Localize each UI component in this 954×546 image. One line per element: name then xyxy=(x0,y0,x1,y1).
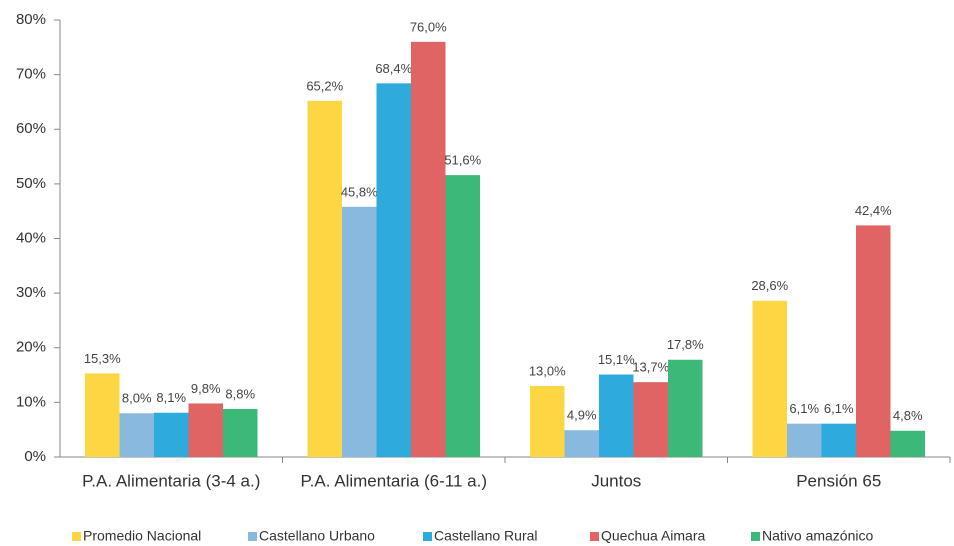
bar xyxy=(188,403,223,457)
legend-label: Quechua Aimara xyxy=(601,528,705,544)
bar xyxy=(530,385,565,457)
y-tick-label: 10% xyxy=(16,393,46,410)
data-label: 13,0% xyxy=(529,363,566,378)
bar xyxy=(564,430,599,457)
data-label: 42,4% xyxy=(855,203,892,218)
bar xyxy=(599,374,634,457)
bar xyxy=(342,206,377,457)
y-tick-label: 70% xyxy=(16,66,46,83)
data-label: 8,8% xyxy=(225,386,255,401)
legend-swatch xyxy=(423,532,432,541)
legend-label: Promedio Nacional xyxy=(83,528,201,544)
y-tick-label: 0% xyxy=(24,448,46,465)
data-label: 6,1% xyxy=(824,401,854,416)
x-tick-label: Pensión 65 xyxy=(796,471,881,490)
bar xyxy=(411,41,446,457)
y-tick-label: 80% xyxy=(16,11,46,28)
legend-swatch xyxy=(72,532,81,541)
legend-label: Castellano Rural xyxy=(434,528,538,544)
bar xyxy=(85,373,120,457)
data-label: 28,6% xyxy=(751,278,788,293)
x-tick-label: P.A. Alimentaria (6-11 a.) xyxy=(301,471,487,490)
legend-swatch xyxy=(248,532,257,541)
y-tick-label: 60% xyxy=(16,120,46,137)
bar xyxy=(890,430,925,457)
bar xyxy=(445,175,480,457)
bar xyxy=(821,423,856,457)
bar xyxy=(752,300,787,457)
data-label: 17,8% xyxy=(667,337,704,352)
bar xyxy=(668,359,703,457)
bar xyxy=(307,100,342,457)
data-label: 13,7% xyxy=(632,360,669,375)
bar xyxy=(223,408,258,457)
data-label: 9,8% xyxy=(191,381,221,396)
bar xyxy=(154,412,189,457)
data-label: 8,1% xyxy=(156,390,186,405)
data-label: 8,0% xyxy=(122,391,152,406)
data-label: 15,1% xyxy=(598,352,635,367)
data-label: 51,6% xyxy=(444,153,481,168)
legend-swatch xyxy=(590,532,599,541)
bar xyxy=(633,382,668,457)
data-label: 6,1% xyxy=(789,401,819,416)
legend-label: Castellano Urbano xyxy=(259,528,375,544)
data-label: 4,8% xyxy=(893,408,923,423)
y-tick-label: 20% xyxy=(16,339,46,356)
x-tick-label: P.A. Alimentaria (3-4 a.) xyxy=(82,471,260,490)
y-tick-label: 30% xyxy=(16,284,46,301)
bar xyxy=(787,423,822,457)
legend-swatch xyxy=(751,532,760,541)
data-label: 15,3% xyxy=(84,351,121,366)
bar xyxy=(376,83,411,458)
y-tick-label: 40% xyxy=(16,229,46,246)
data-label: 65,2% xyxy=(306,78,343,93)
data-label: 68,4% xyxy=(375,61,412,76)
y-tick-label: 50% xyxy=(16,175,46,192)
bar xyxy=(119,413,154,457)
bar xyxy=(856,225,891,457)
x-tick-label: Juntos xyxy=(591,471,641,490)
legend-label: Nativo amazónico xyxy=(762,528,873,544)
data-label: 45,8% xyxy=(341,184,378,199)
data-label: 76,0% xyxy=(410,19,447,34)
data-label: 4,9% xyxy=(567,408,597,423)
